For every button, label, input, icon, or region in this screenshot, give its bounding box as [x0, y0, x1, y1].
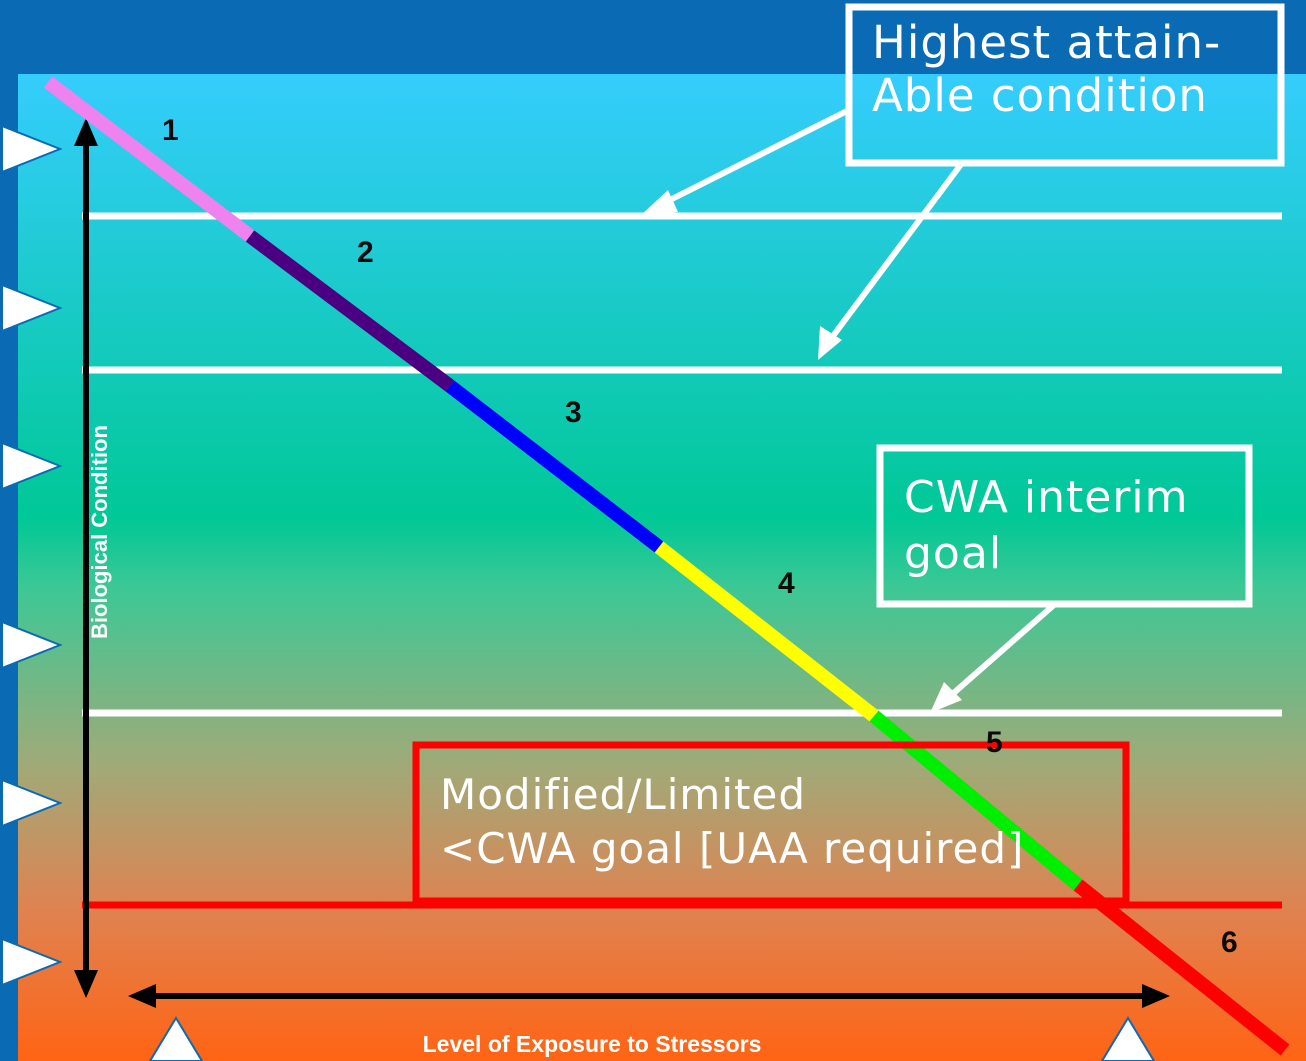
- tier-label-1: 1: [162, 114, 179, 147]
- tier-label-5: 5: [986, 726, 1003, 759]
- tick-marker-3: [1, 441, 63, 491]
- tick-marker-2: [1, 283, 63, 333]
- bottom-tick-markers: [148, 1016, 1156, 1061]
- segment-tier-2: [245, 230, 455, 392]
- callout-modified-text: Modified/Limited <CWA goal [UAA required…: [440, 768, 1024, 876]
- pointer-arrows: [640, 107, 1057, 713]
- callout-modified-line1: Modified/Limited: [440, 770, 806, 819]
- callout-box-modified: [412, 741, 1130, 905]
- x-axis-arrow: [128, 984, 1170, 1008]
- tick-marker-1: [1, 124, 63, 174]
- callout-cwa-line1: CWA interim: [904, 472, 1189, 523]
- tick-marker-4: [1, 620, 63, 670]
- y-axis-label: Biological Condition: [87, 425, 112, 639]
- tick-marker-5: [1, 778, 63, 828]
- callout-modified-line2: <CWA goal [UAA required]: [440, 824, 1025, 873]
- callout-box-highest: [845, 3, 1285, 167]
- left-tick-markers: [1, 124, 63, 987]
- tier-label-4: 4: [778, 567, 795, 600]
- segment-tier-6: [1073, 879, 1290, 1056]
- callout-highest-line1: Highest attain-: [872, 16, 1222, 69]
- callout-cwa-text: CWA interim goal: [904, 470, 1189, 582]
- callout-highest-line2: Able condition: [872, 69, 1208, 122]
- callout-cwa-line2: goal: [904, 528, 1003, 579]
- segment-tier-4: [654, 541, 879, 722]
- segment-tier-1: [43, 76, 255, 242]
- callout-highest-text: Highest attain- Able condition: [872, 16, 1221, 122]
- bottom-tick-right: [1100, 1016, 1156, 1061]
- condition-gradient-line: [43, 76, 1290, 1056]
- tier-label-2: 2: [357, 236, 374, 269]
- bottom-tick-left: [148, 1016, 204, 1061]
- y-axis-arrow: [74, 118, 98, 998]
- tier-label-6: 6: [1221, 926, 1238, 959]
- callout-box-cwa: [876, 444, 1253, 608]
- tier-label-3: 3: [565, 396, 582, 429]
- segment-tier-3: [445, 380, 664, 553]
- tick-marker-6: [1, 937, 63, 987]
- x-axis-label: Level of Exposure to Stressors: [422, 1031, 762, 1057]
